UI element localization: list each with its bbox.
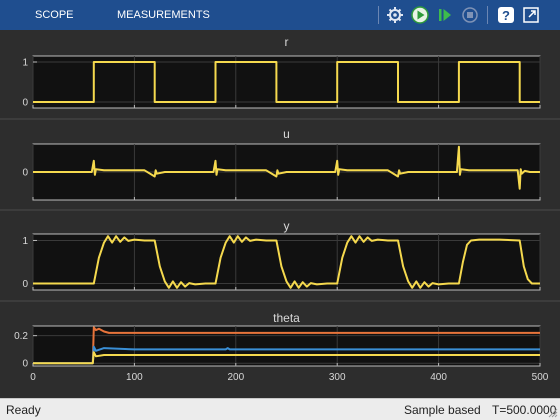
- x-tick-label: 0: [30, 372, 36, 383]
- series-line-1: [33, 61, 540, 103]
- x-tick-label: 200: [227, 372, 244, 383]
- status-bar: Ready Sample based T=500.0000: [0, 398, 560, 420]
- status-time: T=500.0000: [492, 403, 557, 417]
- undock-icon[interactable]: [520, 4, 542, 26]
- y-tick-label: 0: [22, 168, 28, 179]
- stop-icon[interactable]: [459, 4, 481, 26]
- series-line-1: [33, 326, 540, 365]
- y-tick-label: 1: [22, 58, 28, 69]
- plot-y: y 1 0: [22, 219, 541, 291]
- y-tick-label: 0: [22, 359, 28, 370]
- y-tick-label: 0.2: [14, 331, 28, 342]
- step-forward-icon[interactable]: [434, 4, 456, 26]
- x-tick-label: 500: [532, 372, 549, 383]
- plot-title: u: [283, 127, 290, 141]
- x-tick-label: 100: [126, 372, 143, 383]
- x-tick-label: 400: [430, 372, 447, 383]
- status-mode: Sample based: [404, 403, 481, 417]
- run-icon[interactable]: [409, 4, 431, 26]
- x-tick-label: 300: [329, 372, 346, 383]
- plot-theta: theta 0.2 0: [14, 311, 541, 370]
- resize-grip-icon[interactable]: [548, 408, 558, 418]
- toolbar-separator: [487, 6, 488, 24]
- toolstrip: SCOPE MEASUREMENTS ?: [0, 0, 560, 30]
- scope-plot-area: r 1 0 u 0 y 1 0 theta 0.2 0 0 100 200 300 400 500: [0, 30, 560, 398]
- plot-r: r 1 0: [22, 35, 541, 109]
- plot-title: r: [285, 35, 289, 49]
- series-line-1: [33, 235, 540, 289]
- plot-u: u0: [22, 127, 541, 201]
- series-line-3: [33, 351, 540, 365]
- svg-text:?: ?: [502, 8, 510, 23]
- plot-title: theta: [273, 311, 300, 325]
- settings-icon[interactable]: [384, 4, 406, 26]
- y-tick-label: 1: [22, 236, 28, 247]
- plot-title: y: [284, 219, 290, 233]
- tab-measurements[interactable]: MEASUREMENTS: [117, 9, 210, 21]
- toolbar-separator: [378, 6, 379, 24]
- plot-axes: [32, 55, 541, 109]
- y-tick-label: 0: [22, 98, 28, 109]
- status-ready: Ready: [6, 403, 41, 417]
- tab-scope[interactable]: SCOPE: [25, 0, 84, 30]
- y-tick-label: 0: [22, 279, 28, 290]
- help-icon[interactable]: ?: [495, 4, 517, 26]
- series-line-1: [33, 145, 540, 190]
